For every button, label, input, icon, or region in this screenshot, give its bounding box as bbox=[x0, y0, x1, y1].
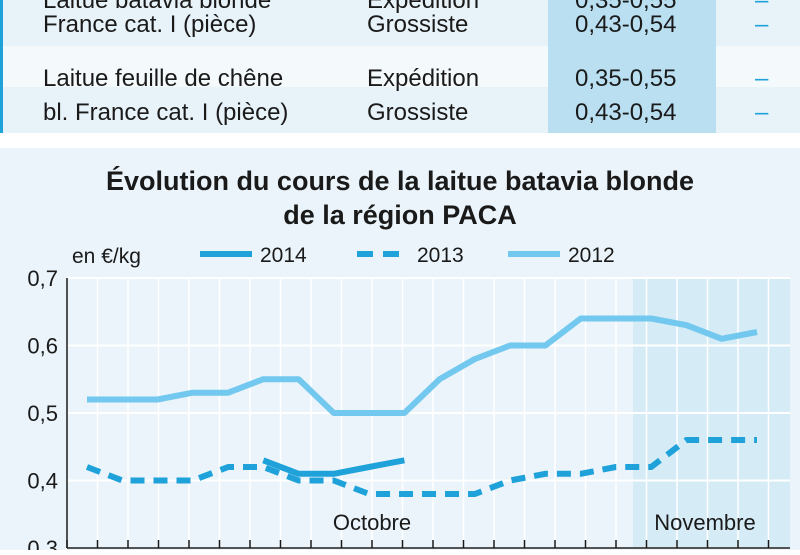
y-tick-label: 0,6 bbox=[27, 334, 58, 359]
series-lines bbox=[85, 315, 758, 497]
month-label: Octobre bbox=[333, 510, 411, 535]
legend-label-2013: 2013 bbox=[417, 244, 464, 267]
chart-panel: Évolution du cours de la laitue batavia … bbox=[0, 148, 800, 555]
product-name: Laitue batavia blonde bbox=[43, 0, 272, 14]
change-dash: – bbox=[755, 0, 769, 14]
market-stage: Expédition bbox=[367, 65, 480, 92]
y-axis-ticks: 0,7 0,6 0,5 0,4 0,3 bbox=[27, 266, 58, 555]
product-name: bl. France cat. I (pièce) bbox=[43, 99, 289, 126]
product-name: Laitue feuille de chêne bbox=[43, 65, 284, 92]
chart-title-line1: Évolution du cours de la laitue batavia … bbox=[106, 165, 694, 196]
price-table: Laitue batavia blonde Expédition 0,35-0,… bbox=[0, 0, 800, 133]
price-range: 0,35-0,55 bbox=[575, 0, 677, 14]
month-labels: Octobre Novembre bbox=[333, 510, 756, 535]
market-stage: Grossiste bbox=[367, 11, 469, 38]
y-tick-label: 0,5 bbox=[27, 401, 58, 426]
change-dash: – bbox=[755, 11, 769, 38]
price-column bbox=[548, 0, 716, 133]
legend-label-2012: 2012 bbox=[568, 244, 615, 267]
market-stage: Grossiste bbox=[367, 99, 469, 126]
change-dash: – bbox=[755, 99, 769, 126]
y-tick-label: 0,3 bbox=[27, 536, 58, 550]
market-stage: Expédition bbox=[367, 0, 480, 14]
price-range: 0,43-0,54 bbox=[575, 11, 677, 38]
legend: 2014 2013 2012 bbox=[200, 244, 615, 267]
series-line-2012 bbox=[87, 315, 758, 416]
change-dash: – bbox=[755, 65, 769, 92]
y-tick-label: 0,4 bbox=[27, 469, 58, 494]
product-name: France cat. I (pièce) bbox=[43, 11, 257, 38]
price-range: 0,35-0,55 bbox=[575, 65, 677, 92]
chart-title-line2: de la région PACA bbox=[283, 200, 517, 230]
price-range: 0,43-0,54 bbox=[575, 99, 677, 126]
legend-label-2014: 2014 bbox=[260, 244, 307, 267]
price-chart: Évolution du cours de la laitue batavia … bbox=[27, 165, 790, 555]
month-label: Novembre bbox=[654, 510, 755, 535]
series-line-2014 bbox=[262, 457, 405, 477]
y-tick-label: 0,7 bbox=[27, 266, 58, 291]
y-axis-unit-label: en €/kg bbox=[72, 245, 141, 268]
